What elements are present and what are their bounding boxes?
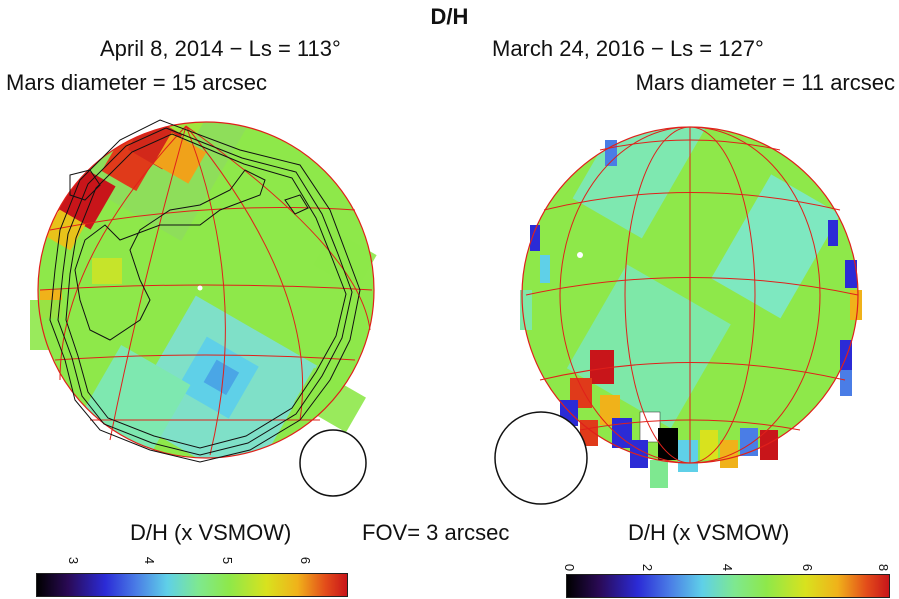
- right-colorbar-tick: 2: [640, 563, 656, 572]
- left-colorbar: [36, 573, 348, 597]
- right-colorbar-label: D/H (x VSMOW): [628, 520, 790, 545]
- left-date-ls: April 8, 2014 − Ls = 113°: [100, 36, 341, 61]
- fov-label: FOV= 3 arcsec: [362, 520, 510, 545]
- right-colorbar-tick: 8: [876, 563, 892, 572]
- right-mars-map: [460, 65, 899, 525]
- right-colorbar-tick: 6: [800, 563, 816, 572]
- left-colorbar-tick: 6: [298, 556, 314, 565]
- right-colorbar-tick: 4: [720, 563, 736, 572]
- left-colorbar-label: D/H (x VSMOW): [130, 520, 292, 545]
- left-colorbar-tick: 5: [220, 556, 236, 565]
- right-colorbar: [566, 574, 890, 598]
- left-mars-map: [0, 60, 436, 520]
- right-mars-diameter: Mars diameter = 11 arcsec: [635, 70, 895, 95]
- left-mars-diameter: Mars diameter = 15 arcsec: [6, 70, 268, 95]
- left-colorbar-tick: 4: [142, 556, 158, 565]
- right-colorbar-tick: 0: [562, 563, 578, 572]
- left-colorbar-tick: 3: [66, 556, 82, 565]
- figure-title: D/H: [430, 4, 469, 29]
- right-date-ls: March 24, 2016 − Ls = 127°: [492, 36, 764, 61]
